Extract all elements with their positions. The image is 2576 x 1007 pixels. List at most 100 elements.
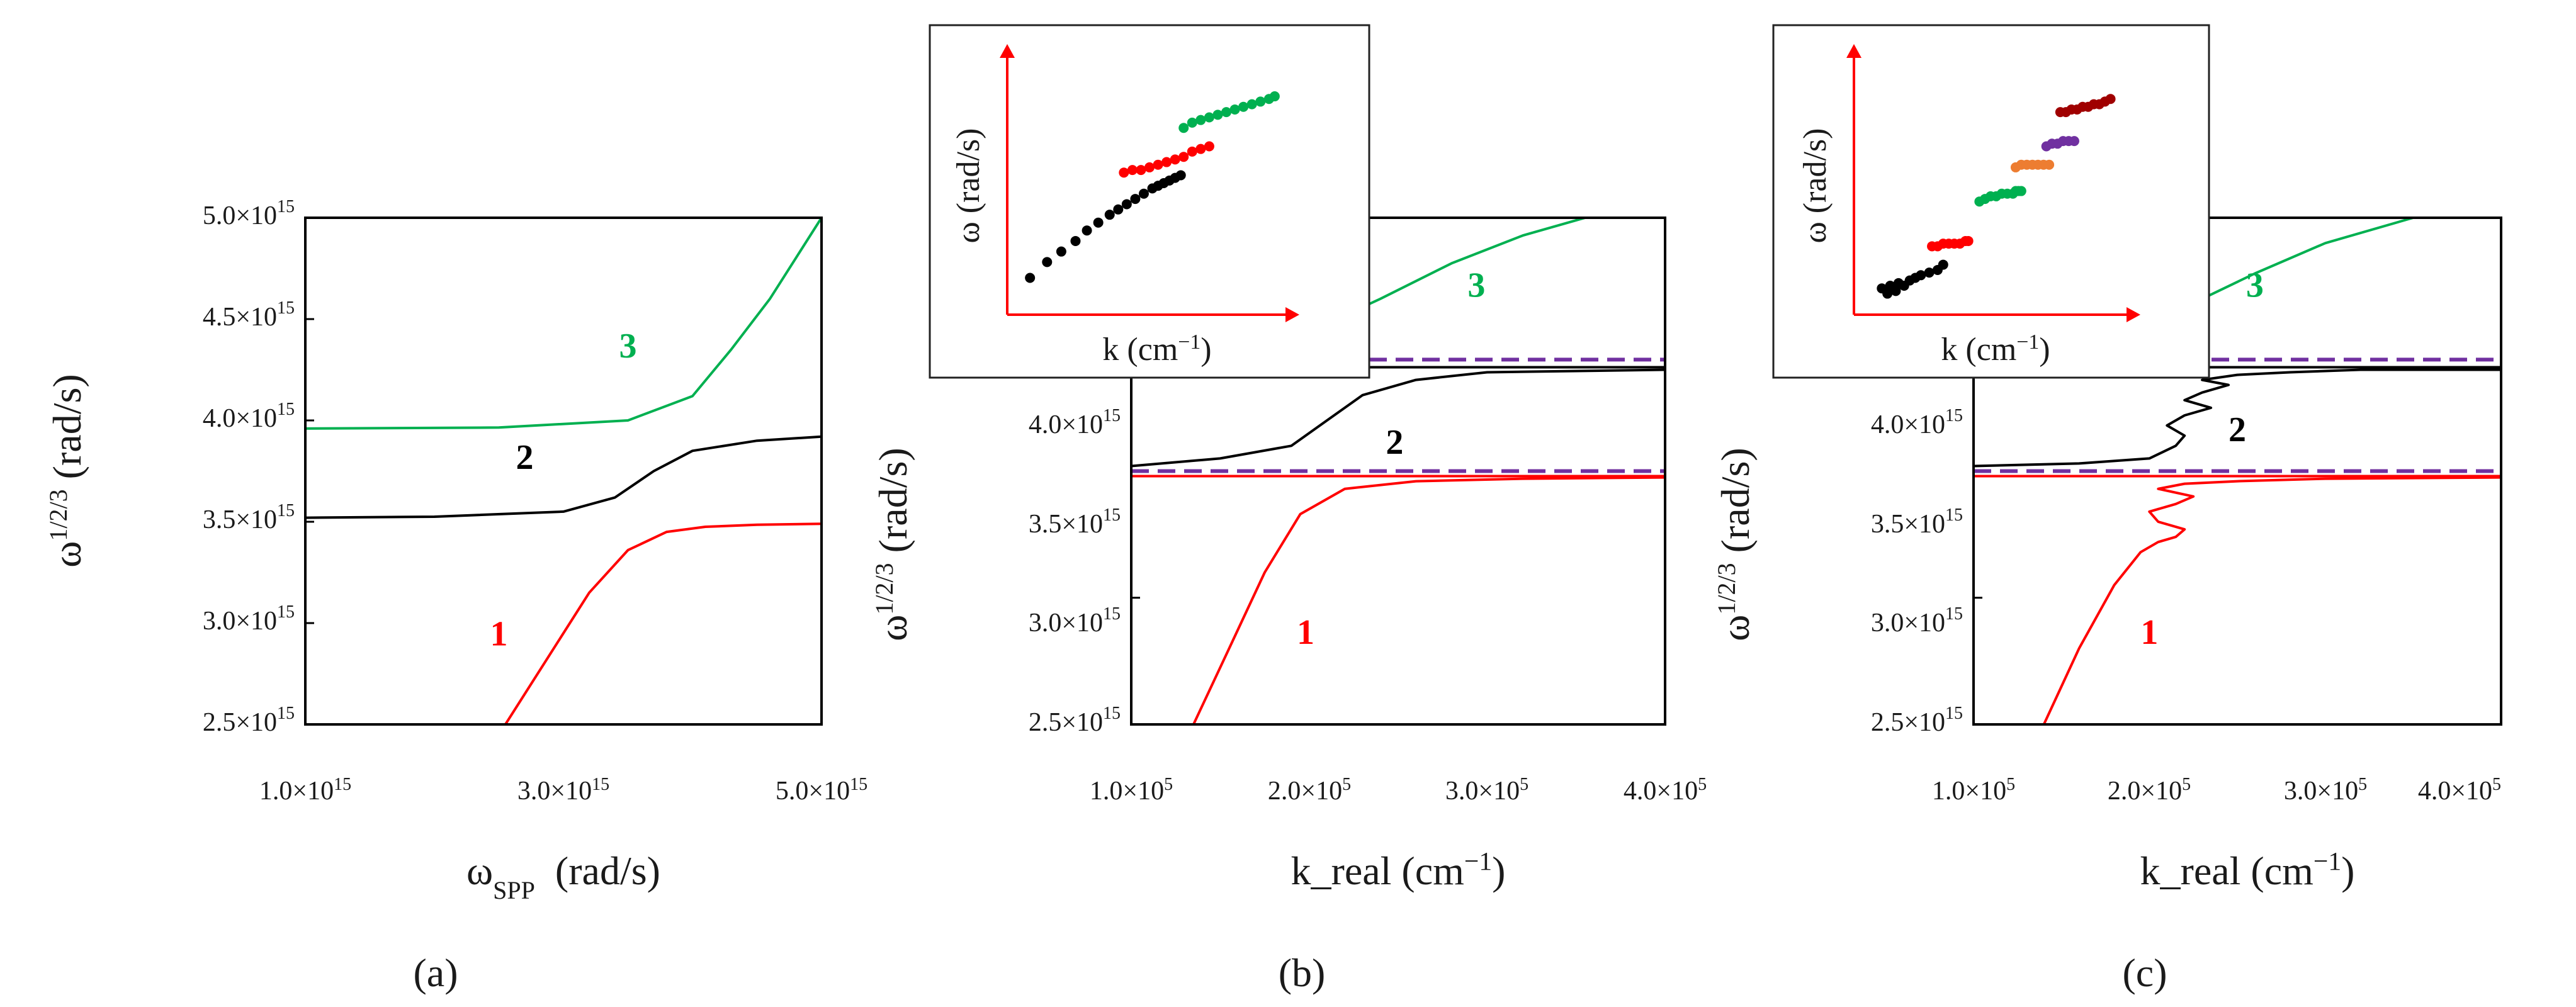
panel-c-inset-ylabel: ω (rad/s) (1797, 128, 1833, 244)
panel-a-ytick: 4.0×1015 (203, 400, 295, 433)
inset-point-black (1130, 194, 1141, 205)
panel-c-ytick: 2.5×1015 (1871, 704, 1963, 737)
inset-point-black (1938, 259, 1948, 270)
inset-point-red (1178, 152, 1189, 162)
inset-point-green (1221, 107, 1232, 118)
panel-b-ylabel: ω1/2/3 (rad/s) (870, 447, 916, 641)
inset-point-red (1161, 157, 1172, 167)
panel-b-xlabel: k_real (cm−1) (1291, 847, 1506, 893)
inset-point-black (1882, 288, 1893, 299)
inset-point-green (2016, 186, 2026, 196)
inset-point-orange (2044, 159, 2055, 170)
series-2-line (1131, 368, 1665, 468)
inset-point-green (1238, 101, 1249, 112)
panel-c-inset-x-arrow-icon (2127, 307, 2140, 322)
inset-point-black (1082, 225, 1092, 236)
panel-a-frame (304, 217, 823, 726)
curve-label-1: 1 (490, 614, 508, 653)
series-2-line (1974, 368, 2501, 468)
panel-c-frame (1972, 217, 2502, 726)
panel-c-inset-xlabel: k (cm−1) (1941, 330, 2050, 368)
panel-c-inset-y-arrow-icon (1846, 44, 1861, 58)
panel-c-xtick: 2.0×105 (2108, 775, 2191, 806)
panel-b-xtick: 4.0×105 (1624, 775, 1707, 806)
panel-a-ytick: 3.0×1015 (203, 602, 295, 636)
panel-a-ylabel: ω1/2/3 (rad/s) (44, 374, 90, 567)
series-1-line (2042, 476, 2501, 724)
panel-c-inset: k (cm−1) ω (rad/s) (1772, 24, 2210, 379)
panel-b-xtick: 2.0×105 (1268, 775, 1351, 806)
panel-c-ytick: 4.0×1015 (1871, 406, 1963, 439)
inset-point-green (1195, 115, 1206, 125)
panel-c-xtick: 1.0×105 (1932, 775, 2015, 806)
panel-b-inset-frame (929, 24, 1370, 379)
panel-c-inset-frame (1772, 24, 2210, 379)
series-2-line (305, 435, 822, 519)
panel-a-ytick: 2.5×1015 (203, 704, 295, 737)
inset-point-green (1187, 117, 1197, 128)
panel-a-ytick: 3.5×1015 (203, 501, 295, 534)
inset-point-red (1136, 165, 1146, 176)
inset-point-black (1121, 199, 1132, 210)
panel-c-label: (c) (2122, 950, 2167, 995)
panel-b-xtick: 3.0×105 (1445, 775, 1528, 806)
curve-label-3: 3 (619, 327, 637, 366)
panel-b-ytick: 3.5×1015 (1029, 505, 1121, 539)
inset-point-red (1127, 165, 1138, 176)
panel-b-ytick: 2.5×1015 (1029, 704, 1121, 737)
panel-b-inset-y-arrow-icon (1000, 44, 1015, 58)
panel-a-xtick: 1.0×1015 (259, 775, 351, 806)
panel-b-inset-points (1025, 91, 1280, 283)
inset-point-red (1119, 167, 1129, 178)
inset-point-green (1255, 96, 1266, 107)
inset-point-black (1093, 217, 1104, 228)
panel-c-ytick: 3.5×1015 (1871, 505, 1963, 539)
panel-a: 123 2.5×1015 3.0×1015 3.5×1015 4.0×1015 … (44, 197, 868, 995)
panel-b-ytick: 4.0×1015 (1029, 406, 1121, 439)
curve-label-1: 1 (1297, 613, 1314, 652)
inset-point-black (1056, 246, 1066, 257)
panel-c-xtick: 3.0×105 (2284, 775, 2367, 806)
inset-point-black (1890, 286, 1901, 296)
curve-label-2: 2 (1386, 423, 1403, 462)
inset-point-red (1187, 146, 1197, 157)
panel-c-ylabel: ω1/2/3 (rad/s) (1712, 447, 1758, 641)
inset-point-red (1153, 159, 1163, 170)
inset-point-purple (2069, 136, 2079, 147)
inset-point-green (1246, 99, 1257, 110)
panel-c-inset-points (1877, 94, 2116, 299)
panel-a-plot: 1 2 3 (305, 217, 822, 726)
panel-b-ytick: 3.0×1015 (1029, 604, 1121, 638)
panel-b-inset-ylabel: ω (rad/s) (951, 128, 986, 244)
panel-a-ytick: 5.0×1015 (203, 197, 295, 230)
inset-point-red (1170, 154, 1180, 165)
inset-point-red (1204, 141, 1214, 152)
curve-label-3: 3 (2246, 266, 2264, 305)
panel-b: 123 2.5×1015 3.0×1015 3.5×1015 4.0×1015 … (870, 24, 1707, 995)
inset-point-green (1204, 112, 1214, 123)
panel-c-xlabel: k_real (cm−1) (2140, 847, 2355, 893)
panel-a-xlabel: ωSPP (rad/s) (466, 848, 660, 904)
inset-point-black (1175, 170, 1186, 181)
inset-point-black (1025, 273, 1036, 283)
panel-c-ytick: 3.0×1015 (1871, 604, 1963, 638)
inset-point-red (1963, 235, 1974, 246)
series-3-line (305, 218, 822, 430)
inset-point-green (1212, 110, 1223, 120)
panel-b-inset-xlabel: k (cm−1) (1102, 330, 1211, 368)
panel-b-inset: k (cm−1) ω (rad/s) (929, 24, 1370, 379)
panel-b-inset-x-arrow-icon (1285, 307, 1299, 322)
inset-point-red (1195, 143, 1206, 154)
panel-c: 123 2.5×1015 3.0×1015 3.5×1015 4.0×1015 … (1712, 24, 2502, 995)
inset-point-black (1916, 270, 1926, 281)
inset-point-black (1104, 210, 1115, 220)
inset-point-green (1229, 104, 1240, 115)
panel-c-xtick: 4.0×105 (2418, 775, 2501, 806)
panel-a-label: (a) (413, 950, 458, 995)
inset-point-black (1138, 188, 1149, 199)
curve-label-2: 2 (2229, 410, 2246, 449)
curve-label-2: 2 (516, 438, 534, 477)
panel-b-xtick: 1.0×105 (1090, 775, 1173, 806)
inset-point-red (1144, 162, 1155, 172)
